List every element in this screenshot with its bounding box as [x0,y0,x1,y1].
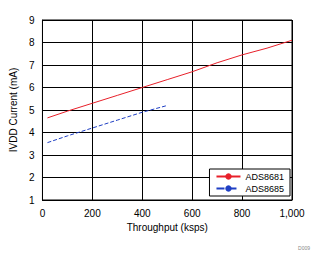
svg-text:800: 800 [234,208,251,219]
svg-text:8: 8 [29,37,35,48]
svg-text:1,000: 1,000 [279,208,304,219]
svg-text:400: 400 [134,208,151,219]
svg-text:3: 3 [29,150,35,161]
svg-text:IVDD Current (mA): IVDD Current (mA) [8,68,19,152]
svg-text:4: 4 [29,127,35,138]
svg-text:7: 7 [29,60,35,71]
svg-text:1: 1 [29,195,35,206]
svg-text:D009: D009 [298,245,310,251]
svg-text:9: 9 [29,15,35,26]
svg-text:5: 5 [29,105,35,116]
svg-text:2: 2 [29,172,35,183]
svg-text:200: 200 [84,208,101,219]
svg-text:600: 600 [184,208,201,219]
svg-text:0: 0 [40,208,46,219]
svg-text:ADS8685: ADS8685 [245,184,284,194]
svg-text:ADS8681: ADS8681 [245,172,284,182]
svg-text:6: 6 [29,82,35,93]
svg-text:Throughput (ksps): Throughput (ksps) [127,222,208,233]
